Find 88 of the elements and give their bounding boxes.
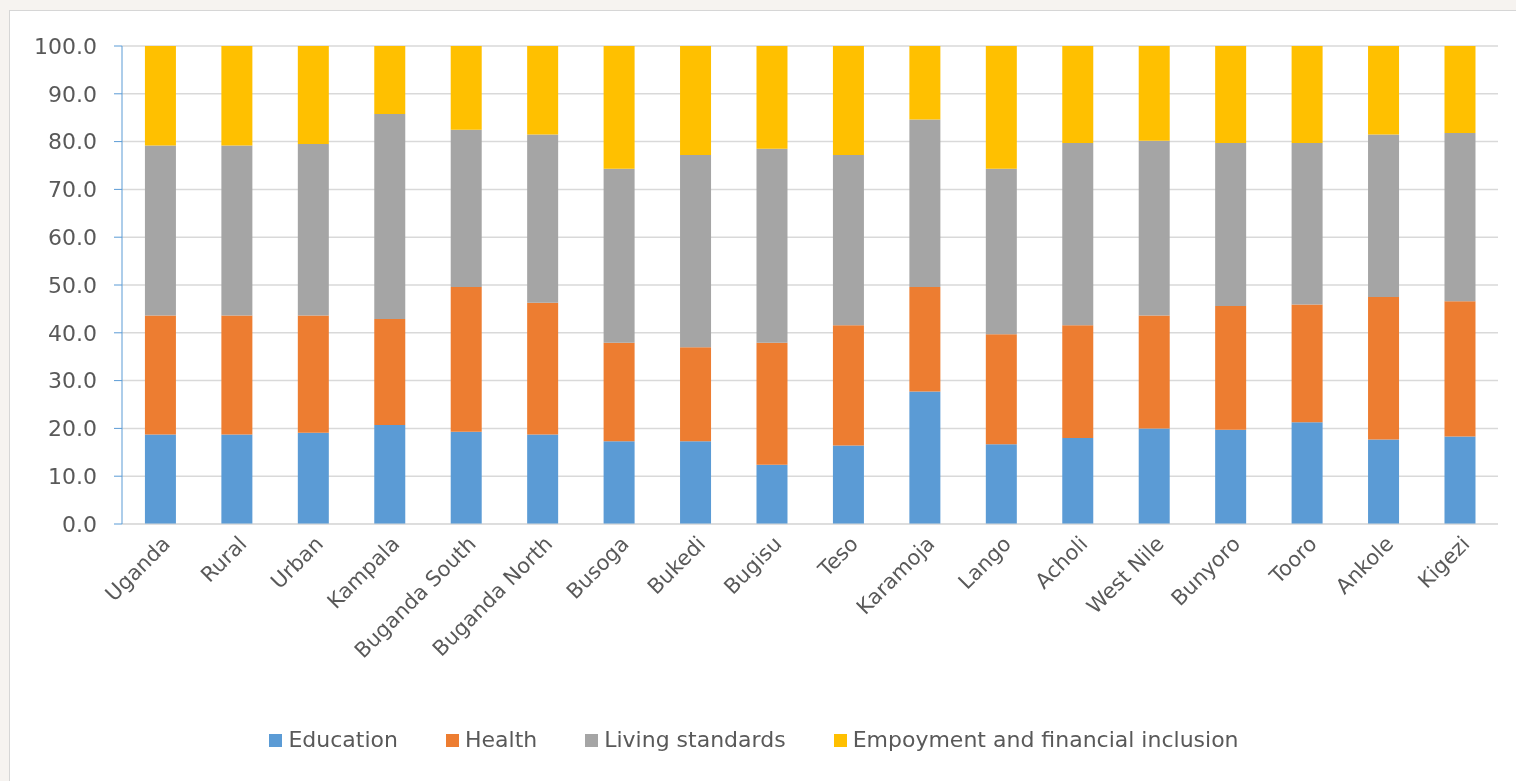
bar <box>221 434 253 524</box>
bar <box>985 444 1017 524</box>
bar <box>527 134 559 303</box>
bar <box>374 46 406 114</box>
bar <box>756 464 788 524</box>
bar <box>1138 140 1170 316</box>
bar <box>527 302 559 435</box>
bar <box>297 315 329 433</box>
bar <box>832 46 864 155</box>
bar <box>1215 429 1247 524</box>
bar <box>909 391 941 524</box>
bar <box>909 46 941 120</box>
bar <box>756 342 788 465</box>
bar <box>450 129 482 287</box>
bar <box>909 119 941 287</box>
y-tick-label: 80.0 <box>48 129 97 155</box>
bar <box>144 434 176 524</box>
bar <box>756 148 788 343</box>
bar <box>221 315 253 435</box>
bar <box>221 145 253 316</box>
bar <box>756 46 788 149</box>
bar <box>374 113 406 319</box>
bar <box>1444 46 1476 133</box>
y-tick-label: 30.0 <box>48 368 97 394</box>
bar <box>1062 437 1094 524</box>
bar <box>374 425 406 524</box>
y-tick-label: 10.0 <box>48 464 97 490</box>
bar <box>1215 143 1247 307</box>
bar <box>680 441 712 524</box>
bar <box>603 46 635 169</box>
bar <box>1215 306 1247 430</box>
bar <box>1215 46 1247 144</box>
y-tick-label: 0.0 <box>62 511 97 537</box>
bar <box>144 145 176 316</box>
bar <box>832 154 864 326</box>
bar <box>1368 439 1400 524</box>
y-tick-label: 100.0 <box>34 33 97 59</box>
bar <box>832 325 864 446</box>
bar <box>450 286 482 432</box>
bar <box>1062 325 1094 438</box>
bar <box>1444 436 1476 524</box>
bar <box>1368 46 1400 135</box>
bar <box>1062 143 1094 326</box>
bar <box>1291 422 1323 524</box>
bar <box>1291 304 1323 423</box>
bar <box>985 168 1017 335</box>
bar <box>374 318 406 426</box>
bar <box>1368 296 1400 440</box>
legend-label: Health <box>464 727 538 753</box>
y-tick-label: 20.0 <box>48 416 97 442</box>
bar <box>1291 46 1323 144</box>
bar <box>832 445 864 524</box>
legend-label: Empoyment and financial inclusion <box>852 727 1239 753</box>
bar <box>450 46 482 130</box>
bar <box>1368 134 1400 297</box>
bar <box>1138 315 1170 429</box>
bar <box>144 315 176 435</box>
bar <box>985 46 1017 169</box>
bar <box>297 432 329 524</box>
bar <box>1138 46 1170 141</box>
legend-label: Education <box>288 727 398 753</box>
bar <box>680 347 712 442</box>
bar <box>297 46 329 144</box>
bar <box>527 434 559 524</box>
legend-label: Living standards <box>604 727 786 753</box>
bar <box>1444 133 1476 302</box>
bar <box>527 46 559 135</box>
bar <box>680 154 712 348</box>
bar <box>909 286 941 392</box>
bar <box>450 431 482 524</box>
y-tick-label: 60.0 <box>48 225 97 251</box>
bar <box>680 46 712 155</box>
y-tick-label: 90.0 <box>48 81 97 107</box>
bar <box>1062 46 1094 144</box>
bar <box>144 46 176 146</box>
bar <box>221 46 253 146</box>
y-tick-label: 40.0 <box>48 320 97 346</box>
x-tick-label: Teso <box>812 531 863 582</box>
bar <box>1291 143 1323 305</box>
bar <box>985 334 1017 445</box>
bar <box>1444 301 1476 437</box>
y-tick-label: 50.0 <box>48 272 97 298</box>
bar <box>1138 428 1170 524</box>
bar <box>603 441 635 524</box>
bar <box>297 143 329 316</box>
bar <box>603 168 635 343</box>
y-tick-label: 70.0 <box>48 177 97 203</box>
bar <box>603 342 635 442</box>
